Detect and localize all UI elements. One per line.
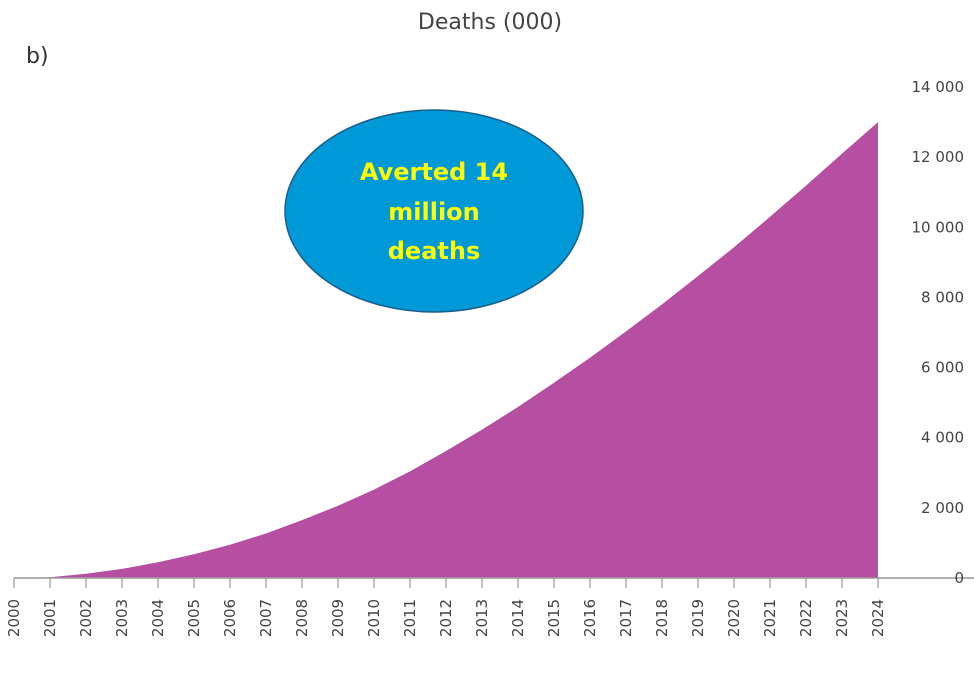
- annotation-bubble: Averted 14 million deaths: [284, 109, 584, 313]
- series-area: [14, 122, 878, 578]
- x-tick-label: 2002: [77, 599, 95, 637]
- x-tick-label: 2000: [5, 599, 23, 637]
- annotation-line-3: deaths: [388, 237, 481, 265]
- y-tick-label: 14 000: [912, 78, 965, 96]
- annotation-ellipse: [284, 109, 584, 313]
- y-tick-label: 0: [954, 569, 964, 587]
- x-tick-label: 2011: [401, 599, 419, 637]
- x-tick-label: 2018: [653, 599, 671, 637]
- y-tick-label: 2 000: [921, 499, 964, 517]
- chart-title: Deaths (000): [418, 10, 562, 35]
- x-tick-label: 2008: [293, 599, 311, 637]
- panel-label: b): [26, 44, 49, 69]
- y-tick-label: 12 000: [912, 148, 965, 166]
- x-ticks: [13, 578, 879, 588]
- x-tick-label: 2017: [617, 599, 635, 637]
- x-tick-label: 2014: [509, 599, 527, 637]
- x-tick-label: 2006: [221, 599, 239, 637]
- x-tick-label: 2009: [329, 599, 347, 637]
- x-tick-label: 2013: [473, 599, 491, 637]
- annotation-line-1: Averted 14: [360, 158, 508, 186]
- x-tick-label: 2012: [437, 599, 455, 637]
- x-tick-label: 2019: [689, 599, 707, 637]
- x-tick-label: 2016: [581, 599, 599, 637]
- y-tick-label: 8 000: [921, 288, 964, 306]
- y-tick-label: 4 000: [921, 429, 964, 447]
- x-tick-label: 2022: [797, 599, 815, 637]
- x-tick-label: 2015: [545, 599, 563, 637]
- x-tick-label: 2023: [833, 599, 851, 637]
- x-tick-label: 2004: [149, 599, 167, 637]
- x-tick-label: 2005: [185, 599, 203, 637]
- x-tick-label: 2021: [761, 599, 779, 637]
- x-tick-label: 2007: [257, 599, 275, 637]
- y-tick-label: 6 000: [921, 359, 964, 377]
- y-tick-label: 10 000: [912, 218, 965, 236]
- y-tick-labels: 0 2 000 4 000 6 000 8 000 10 000 12 000 14 000: [912, 78, 965, 587]
- x-tick-label: 2010: [365, 599, 383, 637]
- x-tick-labels: 2000 2001 2002 2003 2004 2005 2006 2007 2008 2009…: [5, 599, 887, 637]
- x-tick-label: 2003: [113, 599, 131, 637]
- x-tick-label: 2020: [725, 599, 743, 637]
- x-tick-label: 2001: [41, 599, 59, 637]
- annotation-line-2: million: [388, 198, 480, 226]
- x-tick-label: 2024: [869, 599, 887, 637]
